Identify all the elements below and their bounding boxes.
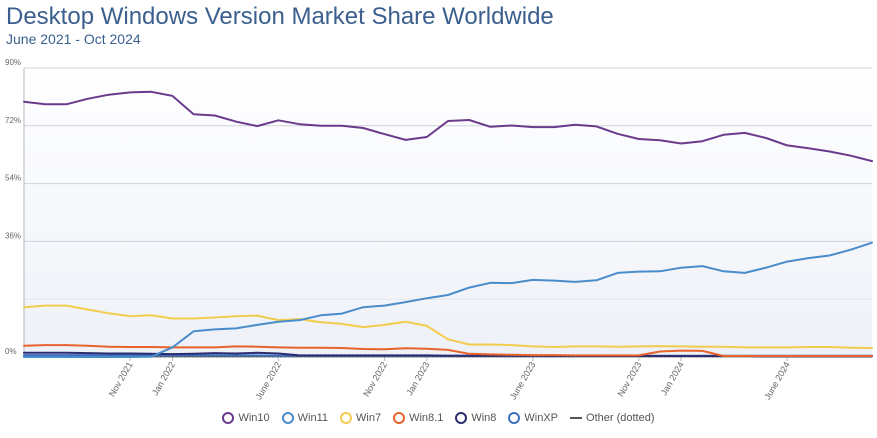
x-tick-label: June 2024 bbox=[762, 360, 792, 401]
x-tick-label: Nov 2021 bbox=[107, 360, 135, 398]
legend-marker bbox=[570, 417, 583, 419]
x-tick-label: Nov 2022 bbox=[361, 360, 389, 398]
chart-title: Desktop Windows Version Market Share Wor… bbox=[6, 3, 554, 30]
y-tick-label: 90% bbox=[5, 58, 21, 67]
y-tick-label: 72% bbox=[5, 116, 21, 125]
chart-legend: Win10 Win11 Win7 Win8.1 Win8 WinXP Other (dott… bbox=[0, 412, 877, 424]
x-tick-label: Jan 2022 bbox=[150, 360, 177, 397]
legend-label: Win7 bbox=[356, 412, 382, 424]
x-tick-label: June 2023 bbox=[508, 360, 538, 401]
legend-item[interactable]: Win10 bbox=[222, 412, 270, 424]
legend-item[interactable]: Win8 bbox=[455, 412, 496, 424]
x-tick-label: Nov 2023 bbox=[616, 360, 644, 398]
legend-label: WinXP bbox=[524, 412, 559, 424]
legend-label: Win10 bbox=[238, 412, 270, 424]
x-tick-label: Jan 2024 bbox=[659, 360, 686, 397]
legend-marker bbox=[281, 412, 294, 424]
y-tick-label: 0% bbox=[5, 347, 17, 356]
y-tick-label: 54% bbox=[5, 174, 21, 183]
legend-marker bbox=[222, 412, 235, 424]
legend-label: Win11 bbox=[297, 412, 329, 424]
x-tick-label: June 2022 bbox=[253, 360, 283, 401]
legend-item[interactable]: Win8.1 bbox=[393, 412, 443, 424]
legend-item[interactable]: Win7 bbox=[340, 412, 381, 424]
legend-label: Win8.1 bbox=[409, 412, 444, 424]
chart-subtitle: June 2021 - Oct 2024 bbox=[6, 31, 141, 47]
plot-area bbox=[24, 68, 872, 357]
series-line-win11 bbox=[23, 241, 873, 358]
line-chart: 0% 36% 54% 72% 90% Nov 2021 Jan 2022 June 2022 N… bbox=[5, 58, 873, 401]
x-tick-label: Jan 2023 bbox=[404, 360, 431, 397]
legend-marker bbox=[455, 412, 468, 424]
legend-marker bbox=[508, 412, 521, 424]
legend-label: Other (dotted) bbox=[586, 412, 655, 424]
legend-marker bbox=[340, 412, 353, 424]
legend-marker bbox=[393, 412, 406, 424]
series-line-win8-1 bbox=[23, 344, 873, 357]
series-line-win10 bbox=[23, 90, 873, 163]
legend-label: Win8 bbox=[471, 412, 497, 424]
legend-item[interactable]: Other (dotted) bbox=[570, 412, 655, 424]
legend-item[interactable]: WinXP bbox=[508, 412, 558, 424]
series-line-win7 bbox=[23, 304, 873, 349]
y-tick-label: 36% bbox=[5, 231, 21, 240]
legend-item[interactable]: Win11 bbox=[281, 412, 329, 424]
